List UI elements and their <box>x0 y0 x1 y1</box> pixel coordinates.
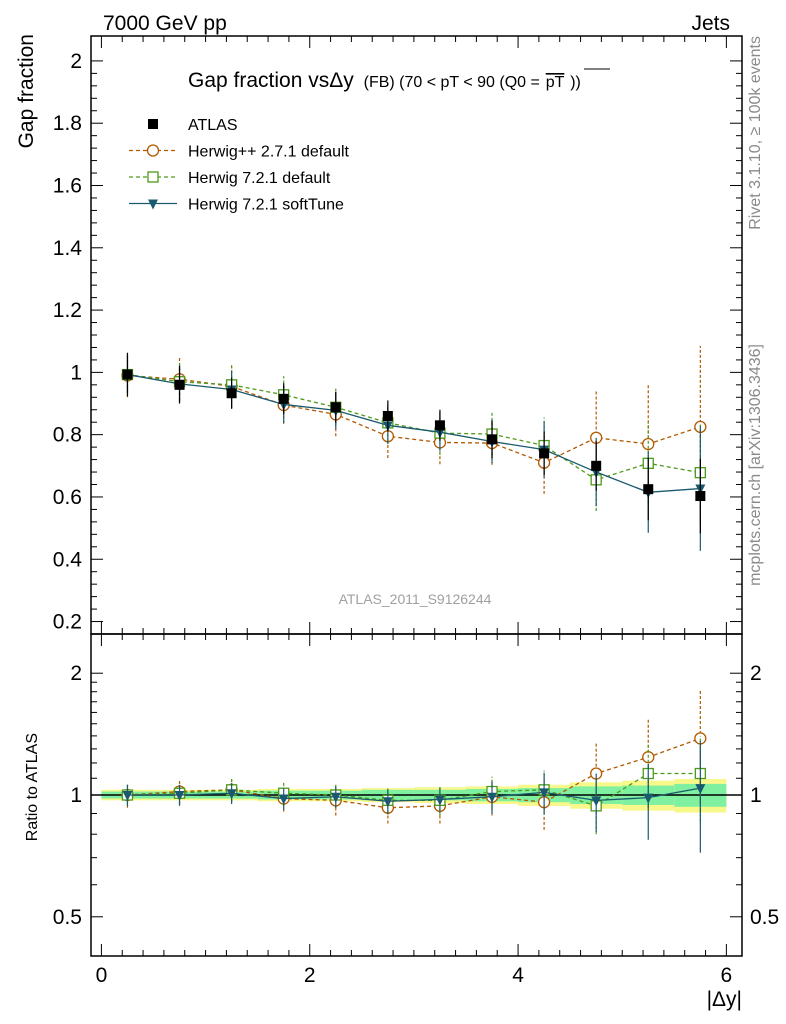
main-atlas-point <box>643 484 654 495</box>
legend-herwigpp-marker <box>146 144 160 157</box>
legend: ATLAS Herwig++ 2.7.1 default Herwig 7.2.1 … <box>129 117 350 214</box>
ratio-softtune-point <box>695 784 706 795</box>
ratio-y-tick-label: 2 <box>70 662 82 685</box>
main-herwig721-line <box>127 373 701 481</box>
ratio-y-tick-label-right: 1 <box>750 784 762 807</box>
plot-title-close: )) <box>570 74 581 91</box>
main-atlas-point <box>330 402 341 413</box>
header-right: Jets <box>691 12 730 35</box>
y-tick-label: 2 <box>70 50 82 73</box>
y-tick-label: 0.4 <box>53 548 83 571</box>
ratio-y-tick-label-right: 0.5 <box>750 906 779 929</box>
legend-herwig721-marker <box>147 171 159 183</box>
y-tick-label: 1.2 <box>53 299 82 322</box>
ratio-softtune-point <box>278 794 289 805</box>
ratio-softtune-point <box>539 788 550 799</box>
plot-title-suffix: (FB) (70 < pT < 90 (Q0 = <box>364 74 540 91</box>
xlabel: |Δy| <box>707 988 742 1011</box>
x-tick-label: 6 <box>721 964 733 987</box>
y-tick-label: 1.4 <box>53 237 83 260</box>
main-atlas-point <box>695 491 706 502</box>
x-tick-label: 0 <box>96 964 108 987</box>
main-atlas-point <box>487 434 498 445</box>
y-tick-label: 0.8 <box>53 424 82 447</box>
y-tick-label: 1.6 <box>53 175 82 198</box>
main-atlas-point <box>278 393 289 404</box>
ratio-softtune-point <box>174 791 185 801</box>
ratio-softtune-point <box>122 791 133 801</box>
ratio-y-tick-label-right: 2 <box>750 662 762 685</box>
ratio-softtune-point <box>330 792 341 803</box>
x-tick-label: 4 <box>512 964 524 987</box>
main-ylabel: Gap fraction <box>15 34 38 148</box>
legend-atlas-label: ATLAS <box>188 117 238 134</box>
main-atlas-point <box>226 388 237 399</box>
main-herwigpp-line <box>127 374 701 464</box>
y-tick-label: 0.2 <box>53 611 82 634</box>
ratio-softtune-point <box>226 789 237 800</box>
main-atlas-point <box>434 420 445 431</box>
plot-title-main: Gap fraction vsΔy <box>188 69 354 92</box>
legend-herwigpp-label: Herwig++ 2.7.1 default <box>188 144 350 161</box>
legend-atlas-marker <box>148 119 158 129</box>
y-tick-label: 0.6 <box>53 486 82 509</box>
main-atlas-point <box>591 460 602 471</box>
legend-herwig721-label: Herwig 7.2.1 default <box>188 170 331 187</box>
x-tick-label: 2 <box>304 964 316 987</box>
ratio-herwigpp-line <box>127 737 701 809</box>
ratio-softtune-point <box>591 796 602 807</box>
ratio-softtune-point <box>487 792 498 803</box>
plot-title: Gap fraction vsΔy (FB) (70 < pT < 90 (Q0… <box>188 69 581 92</box>
main-atlas-point <box>382 410 393 421</box>
analysis-watermark: ATLAS_2011_S9126244 <box>339 591 492 607</box>
legend-softtune-label: Herwig 7.2.1 softTune <box>188 197 344 214</box>
y-tick-label: 1.8 <box>53 112 82 135</box>
ratio-softtune-point <box>382 797 393 808</box>
ratio-softtune-point <box>643 793 654 804</box>
header-left: 7000 GeV pp <box>103 12 227 35</box>
ratio-softtune-point <box>434 795 445 806</box>
main-softtune-line <box>127 373 701 493</box>
ratio-ylabel: Ratio to ATLAS <box>24 733 41 841</box>
main-atlas-point <box>122 369 133 380</box>
main-atlas-point <box>174 379 185 390</box>
ratio-y-tick-label: 0.5 <box>53 906 82 929</box>
plot-title-pt-over: pT <box>546 74 565 91</box>
y-tick-label: 1 <box>70 361 82 384</box>
main-atlas-point <box>539 448 550 459</box>
ratio-softtune-line <box>127 787 701 802</box>
rivet-version-label: Rivet 3.1.10, ≥ 100k events <box>747 36 764 230</box>
mcplots-label: mcplots.cern.ch [arXiv:1306.3436] <box>747 344 764 586</box>
ratio-y-tick-label: 1 <box>70 784 82 807</box>
legend-softtune-marker <box>148 199 158 210</box>
